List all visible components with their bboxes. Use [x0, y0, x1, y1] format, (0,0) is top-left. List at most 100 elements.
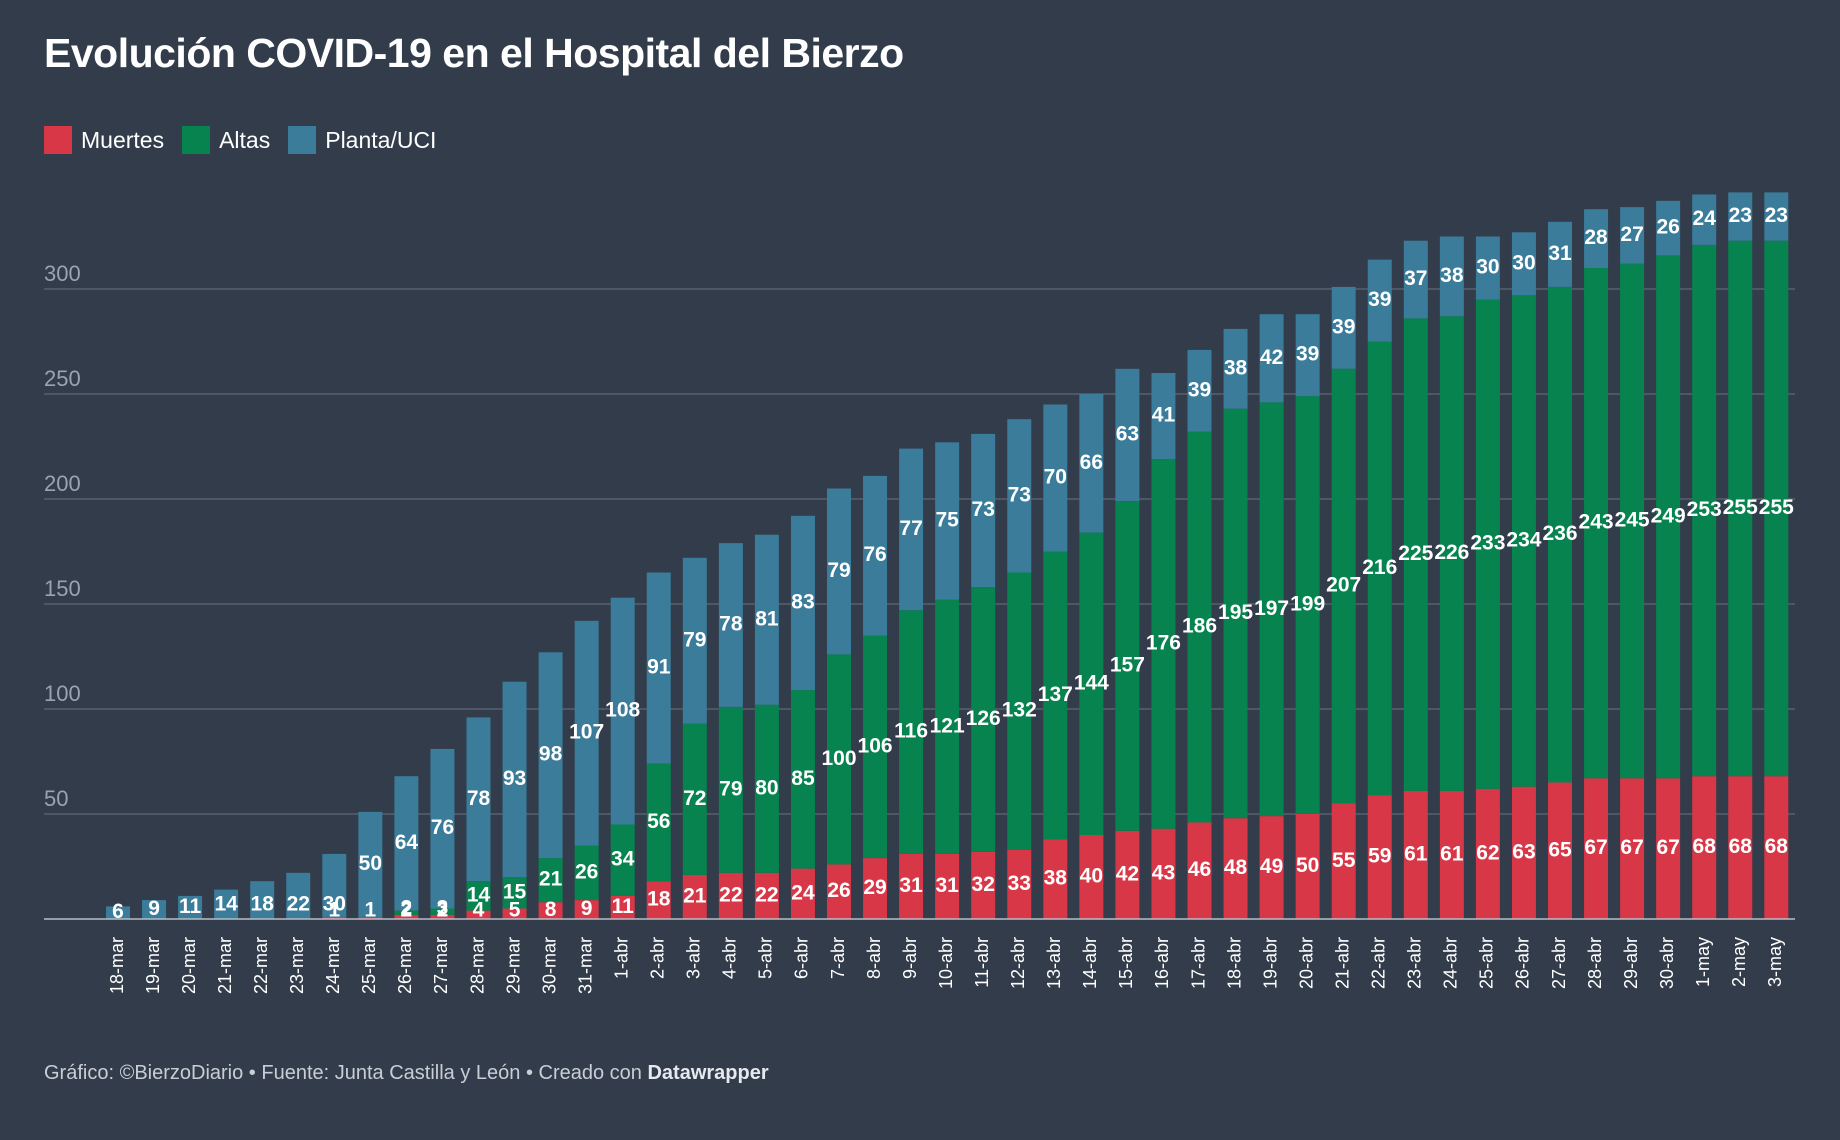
bar-segment — [935, 442, 960, 600]
data-label: 100 — [821, 747, 856, 770]
bar-segment — [1584, 209, 1609, 268]
data-label: 93 — [503, 767, 526, 790]
data-label: 70 — [1044, 466, 1067, 489]
data-label: 68 — [1729, 835, 1753, 858]
data-label: 9 — [148, 897, 160, 920]
bar-segment — [466, 910, 491, 919]
x-tick-label: 25-mar — [359, 937, 379, 994]
bar-segment — [863, 475, 888, 636]
data-label: 66 — [1080, 451, 1103, 474]
data-label: 107 — [569, 721, 604, 744]
data-label: 21 — [539, 868, 563, 891]
bar-segment — [971, 587, 996, 852]
data-label: 79 — [719, 777, 742, 800]
bar-segment — [286, 872, 311, 919]
x-tick-label: 17-abr — [1188, 937, 1208, 989]
x-tick-label: 11-abr — [972, 937, 992, 988]
legend-item-muertes[interactable]: Muertes — [44, 126, 164, 154]
footer-brand[interactable]: Datawrapper — [647, 1062, 769, 1084]
data-label: 199 — [1290, 593, 1325, 616]
data-label: 77 — [899, 517, 922, 540]
data-label: 23 — [1729, 204, 1752, 227]
bar-segment — [610, 597, 635, 825]
bar-segment — [1079, 532, 1104, 835]
bar-segment — [1511, 232, 1536, 296]
bar-segment — [1079, 394, 1104, 533]
x-tick-label: 16-abr — [1152, 937, 1172, 989]
legend-label-planta-uci: Planta/UCI — [325, 126, 437, 153]
bar-segment — [1548, 221, 1572, 287]
data-label: 31 — [1548, 242, 1572, 265]
chart-title: Evolución COVID-19 en el Hospital del Bi… — [44, 30, 904, 76]
bar-segment — [574, 900, 599, 919]
bar-segment — [1151, 373, 1176, 460]
legend-swatch-muertes — [44, 126, 72, 154]
bar-segment — [718, 543, 743, 707]
bar-segment — [1728, 192, 1753, 241]
data-label: 106 — [858, 734, 893, 757]
bar-segment — [935, 599, 960, 854]
data-label: 24 — [1693, 207, 1717, 230]
data-label: 40 — [1080, 865, 1103, 888]
bar-segment — [1475, 236, 1500, 300]
bar-segment — [538, 652, 563, 859]
data-label: 83 — [791, 590, 814, 613]
bar-segment — [1367, 795, 1392, 919]
x-tick-label: 30-mar — [539, 937, 559, 994]
data-label: 195 — [1218, 601, 1253, 624]
data-label: 78 — [467, 787, 491, 810]
data-label: 245 — [1615, 509, 1650, 532]
x-tick-label: 3-may — [1765, 937, 1785, 987]
bar-segment — [754, 872, 779, 919]
data-label: 61 — [1440, 842, 1464, 865]
data-label: 59 — [1368, 845, 1391, 868]
data-label: 27 — [1620, 223, 1643, 246]
bar-segment — [863, 858, 888, 919]
data-label: 31 — [935, 874, 959, 897]
data-label: 50 — [359, 852, 382, 875]
x-tick-label: 15-abr — [1116, 937, 1136, 989]
bar-segment — [1295, 814, 1320, 919]
data-label: 137 — [1038, 683, 1073, 706]
bar-segment — [1620, 778, 1645, 919]
bar-segment — [214, 889, 239, 919]
y-tick-label: 100 — [44, 681, 81, 706]
data-label: 157 — [1110, 653, 1145, 676]
x-tick-label: 31-mar — [575, 937, 595, 994]
data-label: 39 — [1368, 288, 1391, 311]
x-tick-label: 20-mar — [179, 937, 199, 994]
data-label: 236 — [1542, 522, 1577, 545]
data-label: 253 — [1687, 498, 1722, 521]
data-label: 38 — [1224, 356, 1248, 379]
bar-segment — [790, 868, 815, 919]
data-label: 207 — [1326, 574, 1361, 597]
data-label: 2 — [401, 897, 413, 920]
legend-item-planta-uci[interactable]: Planta/UCI — [288, 126, 436, 154]
bar-segment — [863, 635, 888, 859]
footer-credits: Gráfico: ©BierzoDiario • Fuente: Junta C… — [44, 1062, 648, 1084]
data-label: 79 — [683, 628, 706, 651]
x-tick-label: 13-abr — [1044, 937, 1064, 989]
bar-segment — [1584, 268, 1609, 779]
data-label: 2 — [401, 899, 413, 922]
bar-segment — [1223, 328, 1248, 409]
bar-segment — [610, 895, 635, 919]
y-tick-label: 150 — [44, 576, 81, 601]
bar-segment — [754, 534, 779, 705]
data-label: 121 — [930, 714, 965, 737]
data-label: 55 — [1332, 849, 1356, 872]
data-label: 42 — [1260, 346, 1283, 369]
legend-item-altas[interactable]: Altas — [182, 126, 270, 154]
bar-segment — [1692, 194, 1717, 245]
bar-segment — [502, 877, 527, 909]
y-tick-label: 50 — [44, 786, 68, 811]
bar-segment — [1692, 244, 1717, 777]
bar-segment — [827, 654, 851, 865]
data-label: 23 — [1765, 204, 1788, 227]
bar-segment — [1692, 776, 1717, 919]
x-tick-label: 23-abr — [1405, 937, 1425, 989]
bar-segment — [1403, 318, 1428, 791]
data-label: 29 — [863, 876, 886, 899]
footer: Gráfico: ©BierzoDiario • Fuente: Junta C… — [44, 1062, 769, 1085]
bar-segment — [646, 572, 671, 764]
